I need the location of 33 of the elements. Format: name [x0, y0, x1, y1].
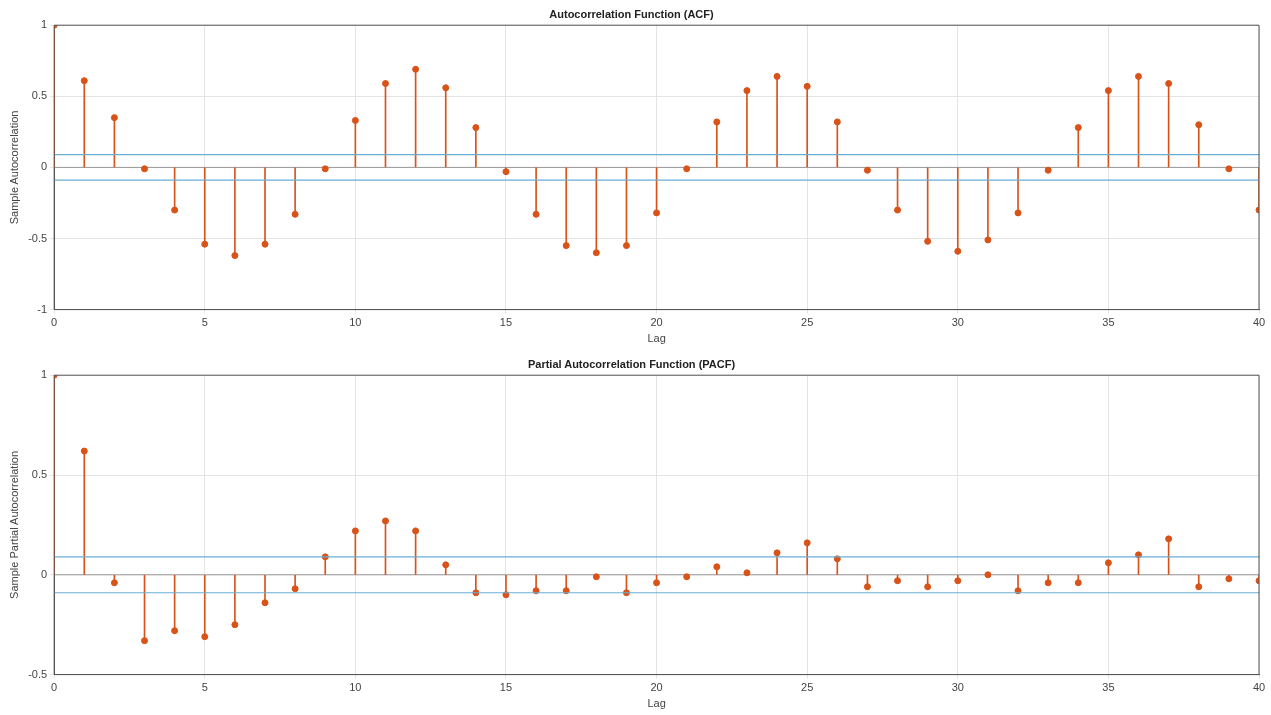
x-tick-label: 5	[201, 681, 208, 694]
y-tick-label: 0.5	[31, 89, 48, 102]
x-tick-label: 25	[801, 316, 814, 329]
y-tick-label: 1	[41, 368, 48, 381]
x-axis-title: Lag	[647, 332, 666, 345]
x-tick-label: 20	[650, 681, 663, 694]
x-axis-title: Lag	[647, 697, 666, 710]
x-tick-label: 20	[650, 316, 663, 329]
y-tick-label: -1	[37, 302, 48, 315]
y-tick-label: 0	[41, 160, 48, 173]
y-tick-label: -0.5	[28, 667, 48, 680]
x-tick-label: 35	[1102, 681, 1115, 694]
y-tick-label: 0.5	[31, 468, 48, 481]
chart-title: Partial Autocorrelation Function (PACF)	[527, 357, 736, 370]
chart-title: Autocorrelation Function (ACF)	[549, 7, 715, 20]
x-tick-label: 10	[349, 681, 362, 694]
x-tick-label: 15	[499, 316, 513, 329]
x-tick-label: 40	[1252, 681, 1266, 694]
y-axis-title: Sample Autocorrelation	[7, 110, 20, 225]
x-tick-label: 40	[1252, 316, 1266, 329]
y-tick-label: -0.5	[28, 231, 48, 244]
x-tick-label: 0	[51, 681, 58, 694]
x-tick-label: 30	[951, 681, 964, 694]
y-axis-title: Sample Partial Autocorrelation	[7, 450, 20, 599]
x-tick-label: 10	[349, 316, 362, 329]
x-tick-label: 0	[51, 316, 58, 329]
x-tick-label: 30	[951, 316, 964, 329]
x-tick-label: 25	[801, 681, 814, 694]
x-tick-label: 5	[201, 316, 208, 329]
x-tick-label: 35	[1102, 316, 1115, 329]
y-tick-label: 0	[41, 567, 48, 580]
x-tick-label: 15	[499, 681, 513, 694]
y-tick-label: 1	[41, 18, 48, 31]
